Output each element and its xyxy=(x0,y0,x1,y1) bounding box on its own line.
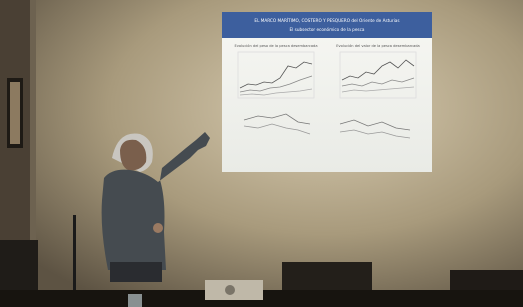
microphone-stand xyxy=(73,215,76,290)
projected-slide: EL MARCO MARÍTIMO, COSTERO Y PESQUERO de… xyxy=(222,12,432,172)
photo: EL MARCO MARÍTIMO, COSTERO Y PESQUERO de… xyxy=(0,0,523,307)
glass xyxy=(128,294,142,307)
right-chart-title: Evolución del valor de la pesca desembar… xyxy=(336,44,420,48)
left-chart-title: Evolución del peso de la pesca desembarc… xyxy=(234,44,317,48)
slide-header xyxy=(222,12,432,38)
picture xyxy=(10,82,20,144)
slide-title: EL MARCO MARÍTIMO, COSTERO Y PESQUERO de… xyxy=(254,18,399,23)
projector-lens xyxy=(225,285,235,295)
slide-subtitle: El subsector económico de la pesca xyxy=(290,27,365,32)
